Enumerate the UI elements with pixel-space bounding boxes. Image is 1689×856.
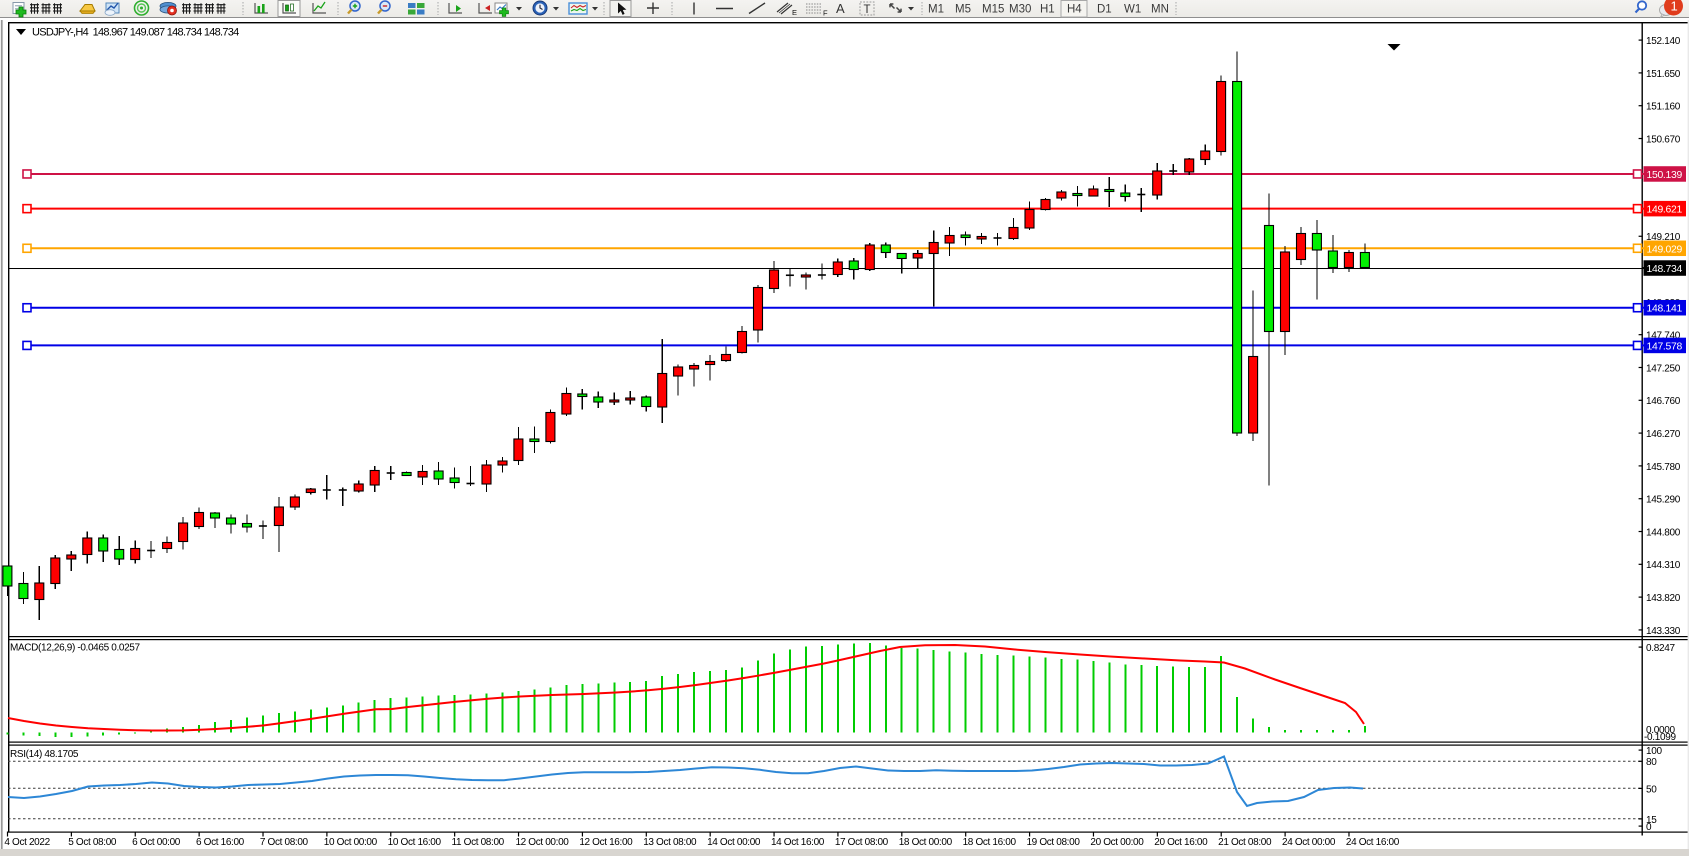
svg-text:20 Oct 16:00: 20 Oct 16:00 bbox=[1154, 837, 1208, 848]
svg-text:M15: M15 bbox=[982, 4, 1004, 16]
svg-text:24 Oct 00:00: 24 Oct 00:00 bbox=[1282, 837, 1336, 848]
svg-text:MACD(12,26,9) -0.0465 0.0257: MACD(12,26,9) -0.0465 0.0257 bbox=[10, 643, 141, 654]
svg-text:145.780: 145.780 bbox=[1646, 462, 1681, 473]
svg-text:17 Oct 08:00: 17 Oct 08:00 bbox=[835, 837, 889, 848]
svg-text:10 Oct 16:00: 10 Oct 16:00 bbox=[388, 837, 442, 848]
svg-text:0.8247: 0.8247 bbox=[1646, 643, 1676, 654]
svg-text:12 Oct 00:00: 12 Oct 00:00 bbox=[515, 837, 569, 848]
svg-text:20 Oct 00:00: 20 Oct 00:00 bbox=[1090, 837, 1144, 848]
svg-text:143.820: 143.820 bbox=[1646, 593, 1681, 604]
svg-text:144.310: 144.310 bbox=[1646, 560, 1681, 571]
svg-text:12 Oct 16:00: 12 Oct 16:00 bbox=[579, 837, 633, 848]
svg-text:146.270: 146.270 bbox=[1646, 429, 1681, 440]
svg-text:10 Oct 00:00: 10 Oct 00:00 bbox=[324, 837, 378, 848]
svg-text:T: T bbox=[864, 4, 871, 16]
svg-text:W1: W1 bbox=[1124, 4, 1141, 16]
svg-text:13 Oct 08:00: 13 Oct 08:00 bbox=[643, 837, 697, 848]
svg-text:H1: H1 bbox=[1040, 4, 1055, 16]
svg-text:D1: D1 bbox=[1097, 4, 1112, 16]
svg-text:147.578: 147.578 bbox=[1647, 341, 1683, 352]
svg-text:149.210: 149.210 bbox=[1646, 232, 1681, 243]
svg-text:50: 50 bbox=[1646, 784, 1657, 795]
svg-text:0: 0 bbox=[1646, 822, 1652, 833]
svg-text:M30: M30 bbox=[1009, 4, 1031, 16]
svg-text:18 Oct 16:00: 18 Oct 16:00 bbox=[963, 837, 1017, 848]
svg-text:0.0000: 0.0000 bbox=[1646, 725, 1676, 736]
svg-text:143.330: 143.330 bbox=[1646, 626, 1681, 637]
svg-text:5 Oct 08:00: 5 Oct 08:00 bbox=[68, 837, 117, 848]
svg-text:6 Oct 16:00: 6 Oct 16:00 bbox=[196, 837, 245, 848]
svg-text:4 Oct 2022: 4 Oct 2022 bbox=[4, 837, 50, 848]
svg-text:-0.1099: -0.1099 bbox=[1644, 732, 1677, 743]
svg-text:RSI(14) 48.1705: RSI(14) 48.1705 bbox=[10, 749, 79, 760]
svg-text:149.029: 149.029 bbox=[1647, 244, 1683, 255]
svg-text:F: F bbox=[823, 9, 828, 18]
svg-text:14 Oct 00:00: 14 Oct 00:00 bbox=[707, 837, 761, 848]
svg-text:152.140: 152.140 bbox=[1646, 36, 1681, 47]
svg-text:145.290: 145.290 bbox=[1646, 495, 1681, 506]
svg-text:A: A bbox=[836, 1, 845, 16]
svg-text:11 Oct 08:00: 11 Oct 08:00 bbox=[452, 837, 505, 848]
svg-text:21 Oct 08:00: 21 Oct 08:00 bbox=[1218, 837, 1272, 848]
svg-text:7 Oct 08:00: 7 Oct 08:00 bbox=[260, 837, 309, 848]
svg-text:151.650: 151.650 bbox=[1646, 69, 1681, 80]
svg-text:E: E bbox=[792, 8, 797, 17]
svg-text:144.800: 144.800 bbox=[1646, 527, 1681, 538]
svg-text:H4: H4 bbox=[1067, 4, 1082, 16]
svg-text:M5: M5 bbox=[955, 4, 971, 16]
svg-text:148.141: 148.141 bbox=[1647, 304, 1683, 315]
svg-text:14 Oct 16:00: 14 Oct 16:00 bbox=[771, 837, 825, 848]
svg-text:149.621: 149.621 bbox=[1647, 205, 1683, 216]
svg-text:USDJPY-,H4 148.967 149.087 14: USDJPY-,H4 148.967 149.087 148.734 148.7… bbox=[32, 27, 239, 39]
svg-text:100: 100 bbox=[1646, 746, 1663, 757]
svg-text:15: 15 bbox=[1646, 815, 1657, 826]
svg-text:150.139: 150.139 bbox=[1647, 170, 1683, 181]
svg-text:147.250: 147.250 bbox=[1646, 363, 1681, 374]
svg-text:24 Oct 16:00: 24 Oct 16:00 bbox=[1346, 837, 1400, 848]
svg-text:18 Oct 00:00: 18 Oct 00:00 bbox=[899, 837, 953, 848]
svg-text:150.670: 150.670 bbox=[1646, 134, 1681, 145]
svg-text:80: 80 bbox=[1646, 757, 1657, 768]
svg-text:M1: M1 bbox=[928, 4, 944, 16]
svg-text:148.734: 148.734 bbox=[1647, 264, 1683, 275]
svg-text:6 Oct 00:00: 6 Oct 00:00 bbox=[132, 837, 181, 848]
svg-text:147.740: 147.740 bbox=[1646, 331, 1681, 342]
svg-text:151.160: 151.160 bbox=[1646, 102, 1681, 113]
svg-text:146.760: 146.760 bbox=[1646, 396, 1681, 407]
svg-text:19 Oct 08:00: 19 Oct 08:00 bbox=[1026, 837, 1080, 848]
svg-text:MN: MN bbox=[1151, 4, 1169, 16]
svg-text:1: 1 bbox=[1671, 0, 1678, 14]
